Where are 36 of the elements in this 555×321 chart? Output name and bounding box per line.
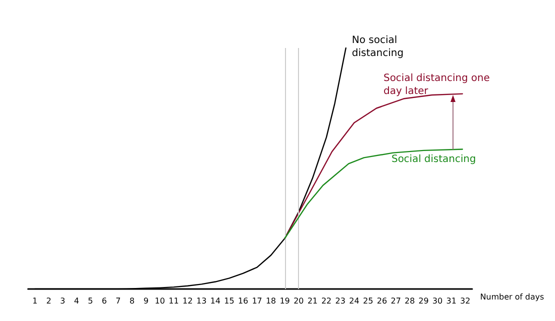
x-tick-label: 18 — [266, 296, 276, 306]
x-tick-label: 15 — [224, 296, 234, 306]
series-label: Social distancing — [391, 154, 476, 166]
x-axis-title: Number of days — [480, 292, 544, 302]
x-tick-label: 12 — [182, 296, 193, 306]
x-tick-label: 20 — [294, 296, 304, 306]
x-tick-label: 31 — [446, 296, 456, 306]
x-tick-label: 16 — [238, 296, 248, 306]
x-tick-label: 7 — [116, 296, 121, 306]
x-tick-label: 28 — [404, 296, 415, 306]
x-tick-label: 11 — [168, 296, 179, 306]
series-label: Social distancing one day later — [383, 72, 493, 97]
x-tick-label: 17 — [252, 296, 262, 306]
x-tick-label: 2 — [46, 296, 52, 306]
x-tick-label: 3 — [60, 296, 66, 306]
x-tick-label: 19 — [280, 296, 290, 306]
x-tick-label: 9 — [143, 296, 149, 306]
x-tick-label: 1 — [32, 296, 38, 306]
x-tick-label: 14 — [210, 296, 220, 306]
series-label: No social distancing — [352, 35, 404, 59]
x-tick-label: 27 — [390, 296, 401, 306]
x-tick-label: 6 — [102, 296, 107, 306]
x-tick-label: 25 — [362, 296, 374, 306]
x-tick-label: 32 — [460, 296, 470, 306]
x-tick-label: 10 — [154, 296, 165, 306]
x-tick-label: 8 — [130, 296, 135, 306]
x-tick-label: 30 — [432, 296, 443, 306]
x-tick-label: 5 — [88, 296, 94, 306]
x-tick-label: 29 — [418, 296, 429, 306]
x-tick-label: 13 — [196, 296, 207, 306]
x-tick-label: 24 — [349, 296, 360, 306]
x-tick-label: 22 — [321, 296, 332, 306]
x-tick-label: 26 — [376, 296, 388, 306]
x-tick-label: 21 — [307, 296, 318, 306]
x-tick-label: 23 — [335, 296, 346, 306]
x-tick-label: 4 — [74, 296, 80, 306]
